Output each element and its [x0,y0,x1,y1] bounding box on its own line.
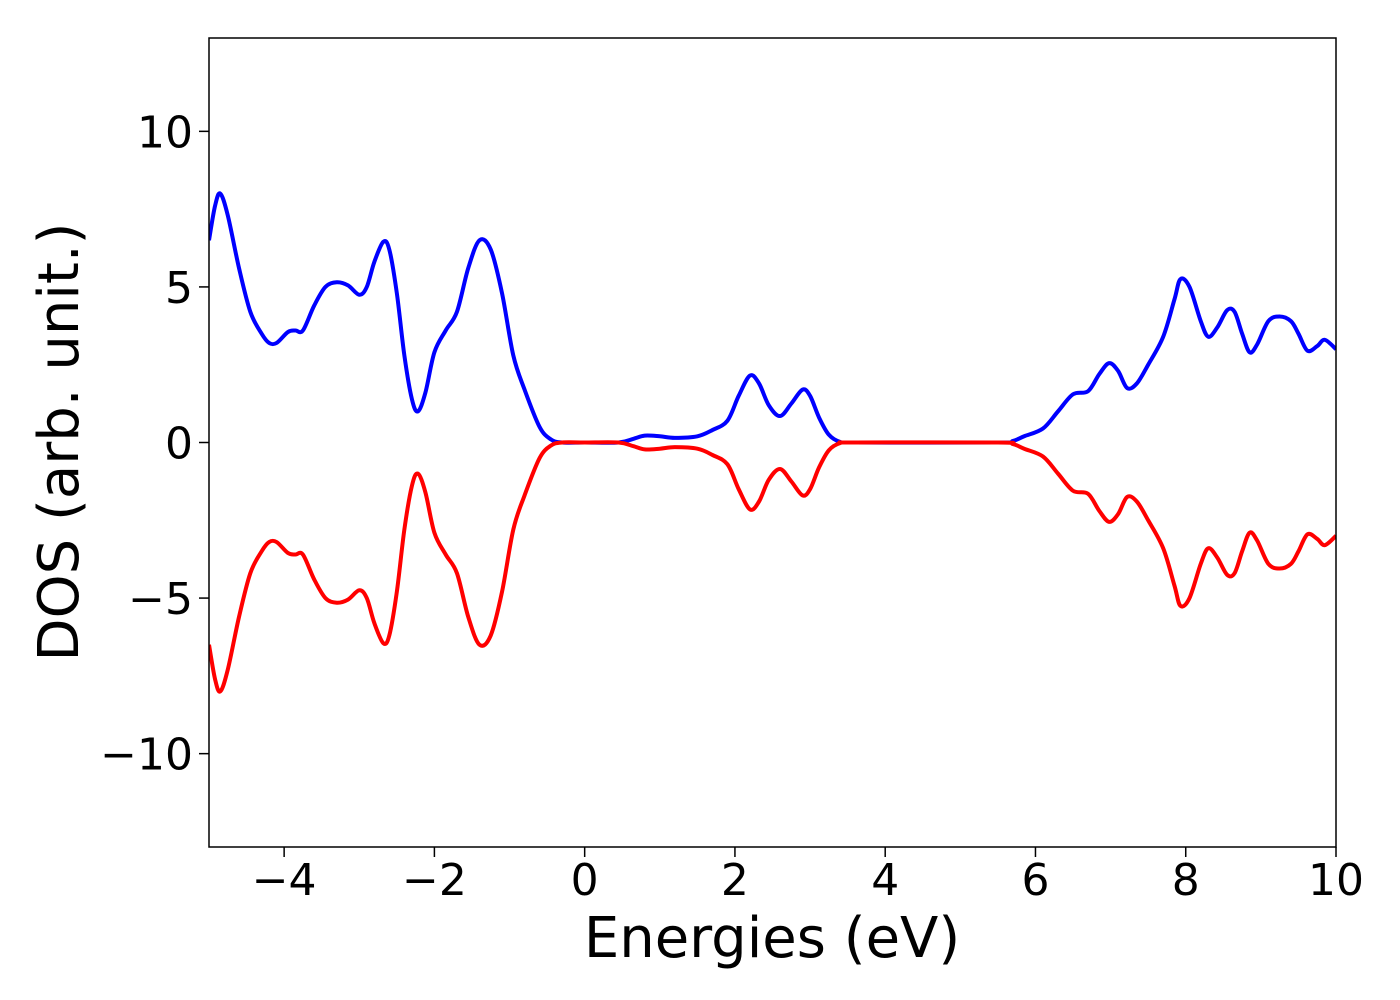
y-tick-label: −5 [128,574,193,625]
x-tick-label: 8 [1172,855,1200,906]
y-tick-label: 5 [165,263,193,314]
x-axis-ticks: −4 −2 0 2 4 6 8 10 [252,847,1364,906]
y-tick-label: 10 [137,107,193,158]
plot-frame [208,37,1337,848]
series-line-2 [209,440,1336,694]
series-line-1 [209,191,1336,445]
x-axis-label: Energies (eV) [584,906,960,971]
x-tick-label: 6 [1021,855,1049,906]
series-layer [209,191,1336,694]
x-tick-label: 2 [721,855,749,906]
y-tick-label: 0 [165,419,193,470]
x-tick-label: −2 [402,855,467,906]
x-tick-label: −4 [252,855,317,906]
y-tick-label: −10 [100,730,193,781]
x-tick-label: 4 [871,855,899,906]
y-axis-ticks: 10 5 0 −5 −10 [100,107,209,781]
y-axis-label: DOS (arb. unit.) [27,222,92,661]
x-tick-label: 0 [571,855,599,906]
x-tick-label: 10 [1308,855,1364,906]
